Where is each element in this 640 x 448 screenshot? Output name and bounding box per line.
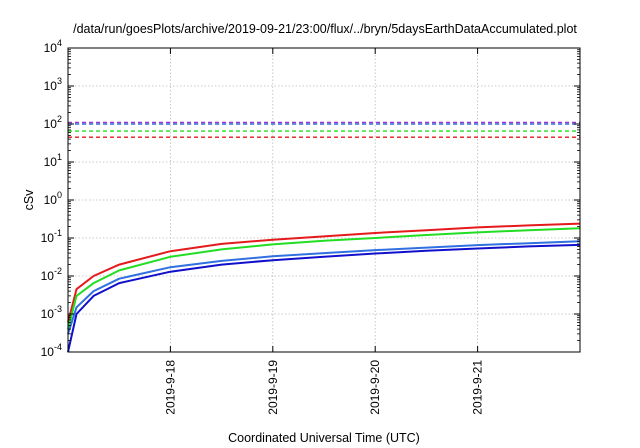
y-tick-label: 10-4 <box>41 342 62 359</box>
x-axis-label: Coordinated Universal Time (UTC) <box>228 431 420 445</box>
x-tick-label: 2019-9-20 <box>368 360 382 415</box>
y-tick-exponent: 2 <box>57 114 62 124</box>
y-tick-base: 10 <box>41 231 55 245</box>
series-line <box>67 240 581 335</box>
x-tick-labels: 2019-9-18 2019-9-19 2019-9-20 2019-9-21 <box>163 360 484 415</box>
y-tick-exponent: -4 <box>54 342 62 352</box>
x-tick-label: 2019-9-18 <box>163 360 177 415</box>
y-tick-label: 102 <box>44 114 62 131</box>
y-tick-exponent: 4 <box>57 38 62 48</box>
series-line <box>67 222 581 323</box>
y-tick-label: 10-1 <box>41 228 62 245</box>
series-line <box>67 243 581 353</box>
y-axis-label: cSv <box>22 189 36 211</box>
y-tick-base: 10 <box>44 117 58 131</box>
y-tick-base: 10 <box>44 155 58 169</box>
y-tick-exponent: -2 <box>54 266 62 276</box>
y-tick-base: 10 <box>44 193 58 207</box>
ticks <box>68 47 580 353</box>
y-tick-label: 10-3 <box>41 304 62 321</box>
y-tick-base: 10 <box>44 41 58 55</box>
x-tick-label: 2019-9-19 <box>266 360 280 415</box>
y-tick-label: 10-2 <box>41 266 62 283</box>
y-tick-base: 10 <box>41 269 55 283</box>
y-tick-exponent: -1 <box>54 228 62 238</box>
chart-title: /data/run/goesPlots/archive/2019-09-21/2… <box>73 22 577 36</box>
y-tick-exponent: -3 <box>54 304 62 314</box>
series-line <box>67 227 581 330</box>
y-tick-base: 10 <box>41 307 55 321</box>
y-tick-label: 100 <box>44 190 62 207</box>
series-group <box>67 121 581 353</box>
y-tick-label: 103 <box>44 76 62 93</box>
y-tick-base: 10 <box>44 79 58 93</box>
y-tick-base: 10 <box>41 345 55 359</box>
y-tick-label: 101 <box>44 152 62 169</box>
y-tick-exponent: 3 <box>57 76 62 86</box>
y-tick-exponent: 1 <box>57 152 62 162</box>
x-tick-label: 2019-9-21 <box>471 360 485 415</box>
grid <box>68 48 580 352</box>
y-tick-label: 104 <box>44 38 62 55</box>
y-tick-exponent: 0 <box>57 190 62 200</box>
